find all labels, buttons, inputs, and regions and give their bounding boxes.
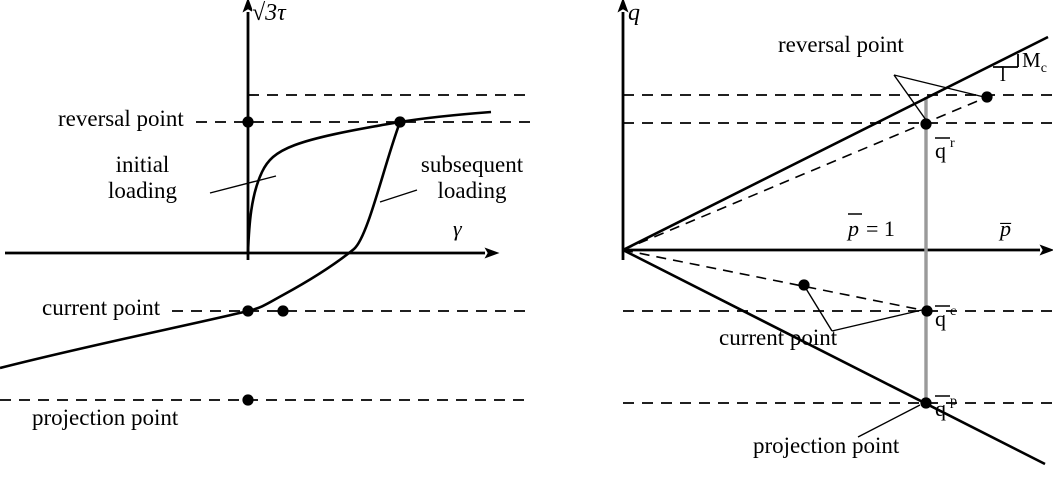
svg-text:q: q (935, 306, 946, 331)
svg-text:p: p (846, 216, 859, 241)
svg-text:c: c (950, 304, 956, 319)
svg-text:q: q (935, 396, 946, 421)
svg-text:p: p (950, 394, 957, 409)
svg-text:r: r (950, 136, 955, 151)
svg-text:q: q (935, 138, 946, 163)
svg-text:= 1: = 1 (866, 216, 895, 241)
